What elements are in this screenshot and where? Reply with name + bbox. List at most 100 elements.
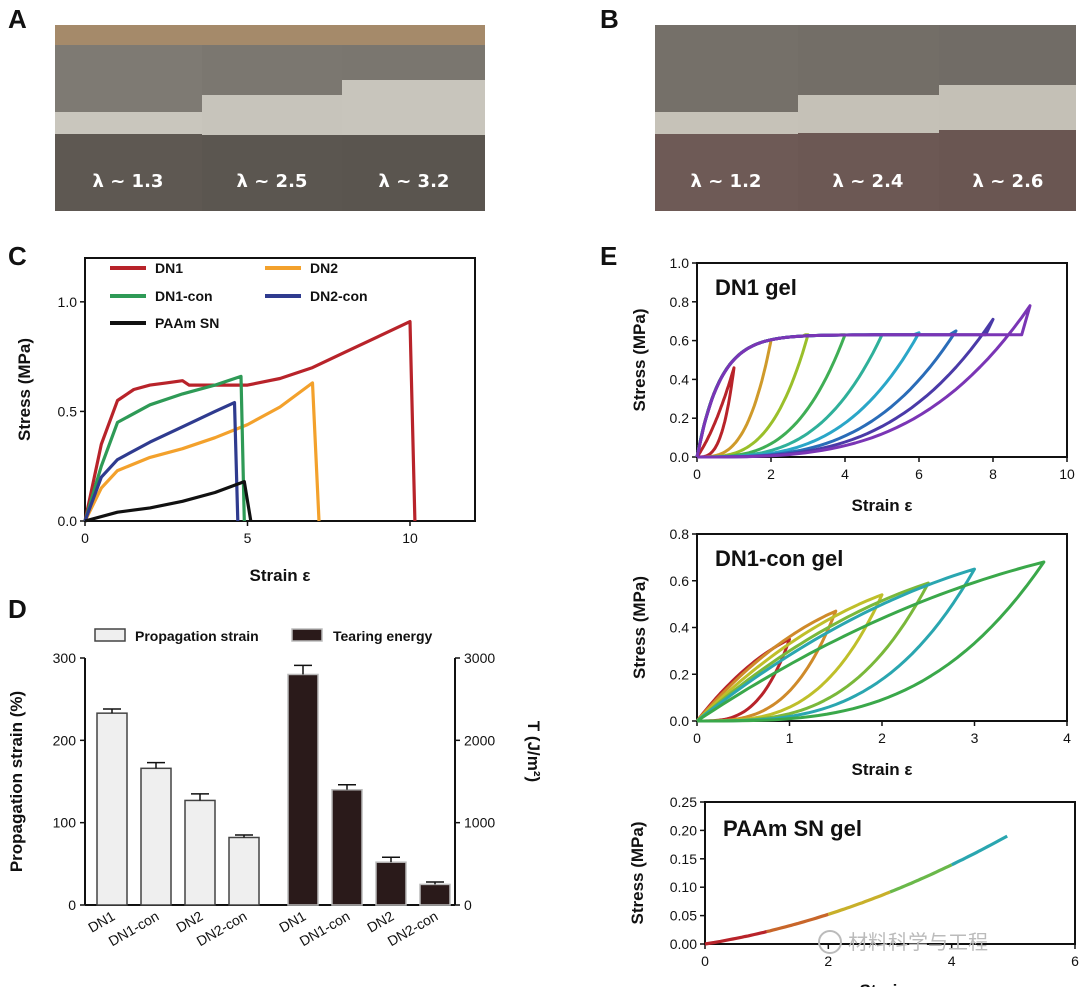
x-axis-label: Strain ε — [852, 496, 913, 515]
legend-swatch — [94, 628, 126, 642]
photo-b-3: λ ~ 2.6 — [939, 25, 1076, 211]
y-tick-label: 0.0 — [58, 513, 78, 529]
x-tick-label: 2 — [824, 953, 832, 969]
y-tick-label: 0.0 — [670, 449, 690, 465]
y-axis-label: Stress (MPa) — [15, 338, 34, 441]
y-tick-label: 0.20 — [670, 822, 697, 838]
y2-tick-label: 1000 — [464, 815, 495, 831]
stretch-ratio-label: λ ~ 3.2 — [379, 171, 450, 192]
series-dn1 — [83, 320, 417, 522]
y-axis-label: Stress (MPa) — [630, 576, 649, 679]
y-tick-label: 1.0 — [670, 255, 690, 271]
y-axis-label: Stress (MPa) — [630, 309, 649, 412]
x-tick-label: 4 — [948, 953, 956, 969]
photo-strip-b: λ ~ 1.2 λ ~ 2.4 λ ~ 2.6 — [655, 25, 1076, 211]
x-tick-label: 0 — [693, 466, 701, 482]
plot-frame — [84, 257, 476, 522]
bar — [228, 836, 260, 906]
loading-cycle — [696, 581, 930, 723]
loading-cycle — [695, 304, 1032, 459]
bar — [96, 712, 128, 906]
series-dn2 — [83, 381, 321, 522]
panel-label-a: A — [8, 4, 27, 34]
series-paam-sn — [84, 480, 253, 523]
legend-label: DN2 — [310, 260, 338, 276]
y-tick-label: 0.5 — [58, 403, 78, 419]
chart-c-stress-strain: 0 5 10 0.0 0.5 1.0 Strain ε Stress (MPa) DN1 DN2 D… — [15, 257, 476, 585]
curve-segment — [951, 834, 1008, 867]
y-tick-label: 0.4 — [670, 371, 690, 387]
y-tick-label: 0.15 — [670, 851, 697, 867]
loading-cycle — [696, 567, 976, 723]
x-tick-label: 0 — [693, 730, 701, 746]
series-dn2-con — [83, 401, 240, 522]
loading-cycle — [695, 593, 884, 723]
x-tick-label: DN1-con — [106, 908, 162, 949]
bar — [184, 799, 216, 906]
y-tick-label: 1.0 — [58, 294, 78, 310]
y2-axis-label: T (J/m²) — [524, 721, 543, 782]
photo-a-1: λ ~ 1.3 — [55, 25, 202, 211]
chart-e3-paam-sn-gel: 0 2 4 6 0.00 0.05 0.10 0.15 0.20 0.25 Strain ε Stre… — [628, 794, 1079, 987]
bar — [331, 788, 363, 906]
x-tick-label: 6 — [1071, 953, 1079, 969]
y-tick-label: 0.10 — [670, 879, 697, 895]
y-tick-label: 0.2 — [670, 410, 690, 426]
curve-segment — [827, 890, 891, 916]
panel-label-c: C — [8, 241, 27, 271]
photo-b-2: λ ~ 2.4 — [798, 25, 939, 211]
y-tick-label: 300 — [53, 650, 77, 666]
legend-label: Tearing energy — [333, 628, 433, 644]
curve-segment — [889, 863, 953, 894]
photo-strip-a: λ ~ 1.3 λ ~ 2.5 λ ~ 3.2 — [55, 25, 485, 211]
x-tick-label: 3 — [971, 730, 979, 746]
loading-cycle — [696, 560, 1046, 723]
loading-cycle — [695, 609, 838, 723]
panel-label-b: B — [600, 4, 619, 34]
x-tick-label: 10 — [402, 530, 418, 546]
stretch-ratio-label: λ ~ 2.4 — [833, 171, 904, 192]
x-tick-label: 5 — [244, 530, 252, 546]
y-tick-label: 0.8 — [670, 294, 690, 310]
y-axis-label: Propagation strain (%) — [7, 691, 26, 872]
x-axis-label: Strain ε — [250, 566, 311, 585]
y2-tick-label: 3000 — [464, 650, 495, 666]
loading-cycle — [695, 637, 791, 723]
x-tick-label: 10 — [1059, 466, 1075, 482]
plot-title: DN1 gel — [715, 275, 797, 300]
photo-a-2: λ ~ 2.5 — [202, 25, 342, 211]
x-tick-label: 4 — [1063, 730, 1071, 746]
plot-title: PAAm SN gel — [723, 816, 862, 841]
plot-frame — [696, 262, 1068, 458]
x-tick-label: DN1-con — [297, 908, 353, 949]
legend-label: DN1 — [155, 260, 183, 276]
legend-label: DN1-con — [155, 288, 213, 304]
x-tick-label: 6 — [915, 466, 923, 482]
stretch-ratio-label: λ ~ 1.2 — [691, 171, 762, 192]
y-tick-label: 0.6 — [670, 333, 690, 349]
y-tick-label: 0.6 — [670, 573, 690, 589]
plot-frame — [704, 801, 1076, 945]
x-tick-label: 2 — [878, 730, 886, 746]
x-axis-label: Strain ε — [852, 760, 913, 779]
legend-label: DN2-con — [310, 288, 368, 304]
loading-cycle — [695, 366, 736, 459]
curve-segment — [766, 912, 829, 934]
y-tick-label: 0.05 — [670, 908, 697, 924]
y2-tick-label: 0 — [464, 897, 472, 913]
x-tick-label: 0 — [701, 953, 709, 969]
bar — [375, 861, 407, 906]
legend-label: PAAm SN — [155, 315, 219, 331]
x-tick-label: 0 — [81, 530, 89, 546]
chart-e2-dn1-con-gel: 0 1 2 3 4 0.0 0.2 0.4 0.6 0.8 Strain ε Stress (MPa)… — [630, 526, 1071, 779]
x-tick-label: 4 — [841, 466, 849, 482]
wechat-icon — [818, 930, 842, 954]
y2-tick-label: 2000 — [464, 732, 495, 748]
y-tick-label: 0.2 — [670, 666, 690, 682]
y-tick-label: 0.00 — [670, 936, 697, 952]
x-tick-label: DN2-con — [194, 908, 250, 949]
y-tick-label: 0.25 — [670, 794, 697, 810]
stretch-ratio-label: λ ~ 2.5 — [237, 171, 308, 192]
y-axis-label: Stress (MPa) — [628, 822, 647, 925]
